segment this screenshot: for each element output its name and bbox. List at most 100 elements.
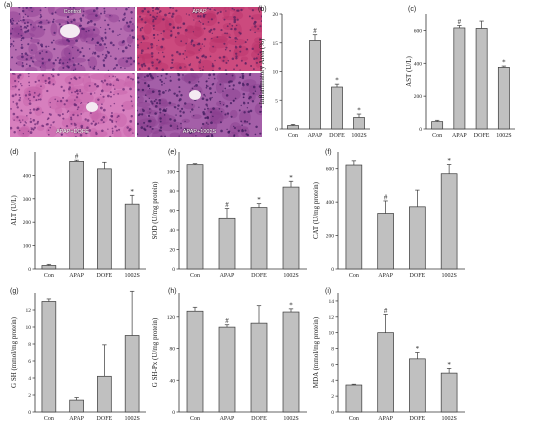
panel-label-i: (i): [325, 288, 331, 295]
bar-d-apap: [69, 161, 84, 270]
histology-label-apap-dofe: APAP+DOFE: [56, 129, 89, 135]
x-tick-label-b: DOFE: [329, 133, 345, 139]
y-tick-label-e: 100: [167, 170, 176, 176]
x-tick-label-i: Con: [349, 416, 359, 422]
x-tick-label-i: DOFE: [410, 416, 426, 422]
bar-c-dofe: [475, 28, 488, 130]
x-tick-label-i: APAP: [378, 416, 393, 422]
bar-h-1002s: [282, 311, 300, 413]
bar-e-con: [186, 164, 204, 270]
significance-mark-d: *: [130, 188, 134, 196]
bar-e-apap: [218, 217, 236, 270]
histology-image-control: Control: [10, 7, 135, 71]
significance-mark-h: #: [225, 317, 229, 325]
y-tick-label-i: 6: [331, 362, 334, 368]
chart-g: (g) 0 2 4 6 8 10 12 G SH (mmol/mg protein) Con APA…: [10, 288, 146, 422]
x-tick-label-g: Con: [44, 416, 54, 422]
significance-mark-f: #: [384, 193, 388, 201]
bar-g-apap: [69, 399, 84, 413]
y-tick-label-b: 20: [273, 12, 279, 18]
bar-i-1002s: [440, 372, 458, 413]
y-tick-label-i: 14: [329, 299, 335, 305]
x-tick-label-e: APAP: [220, 273, 235, 279]
panel-label-a: (a): [4, 2, 13, 9]
y-tick-label-g: 12: [26, 308, 32, 314]
x-tick-label-c: 1002S: [496, 133, 511, 139]
y-axis-label-c: AST (U/L): [405, 55, 413, 86]
y-tick-label-c: 600: [414, 28, 423, 34]
y-tick-label-g: 2: [28, 393, 31, 399]
x-tick-label-f: APAP: [378, 273, 393, 279]
chart-e: (e) 0 20 40 60 80 100 SOD (U/mg protein) Con # APA…: [151, 149, 307, 279]
bar-d-con: [41, 265, 57, 270]
y-tick-label-f: 200: [326, 234, 335, 240]
bar-h-apap: [218, 326, 236, 413]
histology-image-apap: APAP: [137, 7, 262, 71]
panel-label-c: (c): [408, 6, 416, 13]
x-tick-label-c: APAP: [452, 133, 467, 139]
y-axis-label-f: CAT (U/mg protein): [312, 181, 320, 239]
chart-d: (d) 0 100 200 300 400 ALT (U/L) Con # APAP DOFE * 10…: [10, 149, 146, 279]
significance-mark-b: #: [313, 27, 317, 35]
bar-h-dofe: [250, 322, 268, 413]
y-tick-label-d: 300: [23, 197, 32, 203]
x-tick-label-f: Con: [349, 273, 359, 279]
bar-c-con: [431, 121, 444, 130]
chart-c: (c) 0 200 400 600 AST (U/L) Con # APAP DOFE * 1002S: [405, 6, 515, 139]
bar-e-dofe: [250, 207, 268, 270]
panel-label-b: (b): [258, 6, 267, 13]
y-tick-label-i: 0: [331, 410, 334, 416]
bar-i-dofe: [409, 358, 426, 413]
y-tick-label-h: 80: [170, 347, 176, 353]
significance-mark-h: *: [289, 301, 293, 309]
y-tick-label-g: 10: [26, 325, 32, 331]
y-tick-label-e: 0: [172, 267, 175, 273]
y-tick-label-e: 40: [170, 228, 176, 234]
y-tick-label-g: 0: [28, 410, 31, 416]
panel-label-d: (d): [10, 149, 19, 156]
y-tick-label-h: 40: [170, 378, 176, 384]
y-tick-label-d: 400: [23, 173, 32, 179]
y-tick-label-e: 60: [170, 209, 176, 215]
x-tick-label-f: 1002S: [441, 273, 456, 279]
panel-label-h: (h): [168, 288, 177, 295]
x-tick-label-f: DOFE: [410, 273, 426, 279]
y-tick-label-g: 4: [28, 376, 31, 382]
histology-label-apap-1002s: APAP+1002S: [182, 129, 217, 135]
x-tick-label-e: 1002S: [283, 273, 298, 279]
x-tick-label-e: DOFE: [251, 273, 267, 279]
x-tick-label-c: DOFE: [474, 133, 490, 139]
panel-label-f: (f): [325, 149, 332, 156]
bar-b-1002s: [353, 117, 365, 130]
x-tick-label-d: Con: [44, 273, 54, 279]
x-tick-label-e: Con: [190, 273, 200, 279]
x-tick-label-h: 1002S: [283, 416, 298, 422]
y-tick-label-c: 0: [419, 127, 422, 133]
significance-mark-b: *: [335, 77, 339, 85]
significance-mark-i: *: [416, 345, 420, 353]
chart-f: (f) 0 200 400 600 CAT (U/mg protein) Con # APAP D…: [312, 149, 465, 279]
histology-label-control: Control: [63, 9, 82, 15]
y-tick-label-i: 12: [329, 315, 335, 321]
x-tick-label-d: DOFE: [97, 273, 113, 279]
y-tick-label-f: 600: [326, 167, 335, 173]
bar-i-con: [345, 384, 363, 413]
bar-f-1002s: [440, 173, 458, 270]
x-tick-label-i: 1002S: [441, 416, 456, 422]
significance-mark-f: *: [447, 157, 451, 165]
x-tick-label-b: Con: [288, 133, 298, 139]
y-axis-label-d: ALT (U/L): [10, 195, 18, 226]
x-tick-label-h: APAP: [220, 416, 235, 422]
panel-label-g: (g): [10, 288, 19, 295]
x-tick-label-d: APAP: [69, 273, 84, 279]
y-axis-label-b: Inflammatory Area (%): [258, 38, 266, 104]
y-tick-label-i: 10: [329, 331, 335, 337]
x-tick-label-b: APAP: [308, 133, 323, 139]
bar-g-dofe: [97, 375, 112, 413]
significance-mark-i: #: [384, 307, 388, 315]
y-tick-label-h: 0: [172, 410, 175, 416]
y-axis-label-i: MDA (mmol/mg protein): [312, 316, 320, 388]
chart-b: (b) 0 5 10 15 20 Inflammatory Area (%) Con # APAP…: [258, 6, 370, 139]
x-tick-label-g: 1002S: [124, 416, 139, 422]
